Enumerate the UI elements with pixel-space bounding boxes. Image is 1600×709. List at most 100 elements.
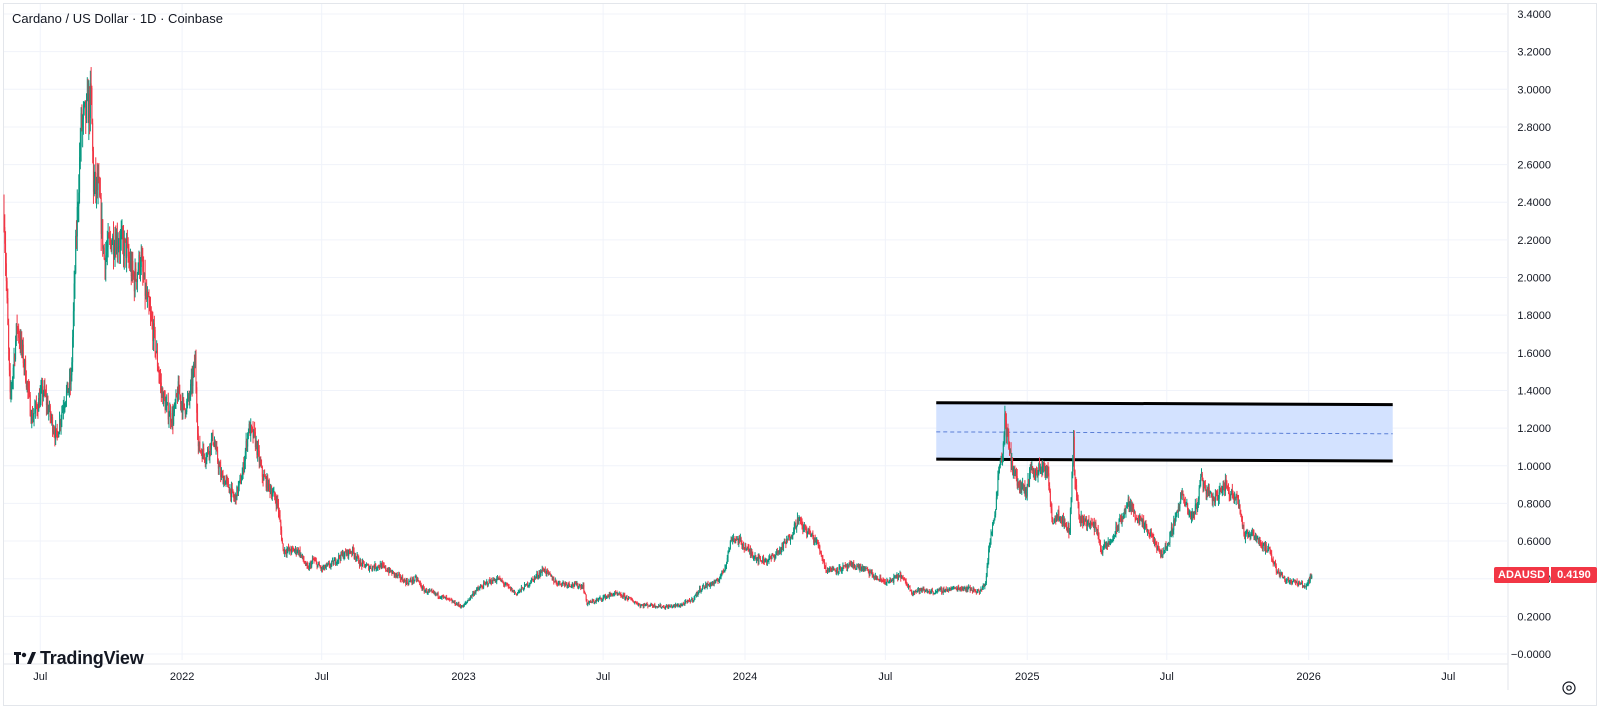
candle-body [65,390,67,402]
candle-body [855,568,857,570]
zone-bottom-line[interactable] [936,457,1393,463]
candle-body [267,477,269,490]
candle-body [739,538,741,540]
candle-body [661,607,663,609]
candle-body [985,576,987,584]
candle-body [302,555,304,560]
candle-body [35,402,37,409]
candle-body [567,585,569,587]
candle-body [1043,462,1045,467]
candle-body [589,600,591,603]
tradingview-logo[interactable]: TradingView [14,648,144,669]
candle-body [514,591,516,594]
candle-body [849,563,851,565]
candle-body [71,362,73,376]
candle-body [847,566,849,568]
candle-body [1059,518,1061,520]
candle-body [69,377,71,389]
candle-body [311,559,313,562]
candle-body [732,538,734,541]
candle-body [512,590,514,593]
candle-body [507,585,509,587]
candle-body [799,518,801,520]
candle-body [680,604,682,606]
candle-body [236,486,238,501]
candle-body [1285,580,1287,582]
candle-body [1224,479,1226,492]
candle-body [75,235,77,237]
candle-body [1110,540,1112,542]
gear-icon[interactable] [1561,680,1577,696]
candle-body [50,416,52,419]
candle-body [698,591,700,593]
resistance-zone[interactable] [936,402,1393,462]
candle-body [1292,580,1294,582]
candle-body [345,552,347,555]
candle-body [1272,560,1274,564]
candle-body [796,517,798,526]
candle-body [840,570,842,572]
candle-body [1010,450,1012,465]
candle-body [1002,443,1004,454]
candle-body [857,565,859,567]
candle-body [810,534,812,537]
x-tick-label: Jul [315,671,329,683]
candle-body [708,584,710,586]
candle-body [620,593,622,597]
candle-body [1187,503,1189,510]
candle-body [1193,511,1195,516]
candle-body [532,578,534,580]
candle-body [884,581,886,584]
candle-body [550,574,552,577]
candle-body [255,441,257,448]
candle-body [601,599,603,601]
candle-body [540,571,542,576]
candle-body [1169,532,1171,543]
candle-body [558,581,560,583]
candle-body [447,598,449,600]
candle-body [160,379,162,383]
candle-body [1294,579,1296,583]
zone-top-line[interactable] [936,401,1393,407]
candle-body [1108,541,1110,545]
candle-body [598,598,600,600]
candle-body [861,565,863,569]
candle-body [62,409,64,413]
candle-body [971,590,973,592]
candle-body [573,585,575,587]
candle-body [106,252,108,256]
candle-body [807,528,809,532]
x-tick-label: Jul [596,671,610,683]
candle-body [331,560,333,562]
candle-body [911,590,913,593]
candle-body [907,585,909,588]
candle-body [721,570,723,574]
candle-body [903,577,905,579]
candle-body [460,606,462,608]
candle-body [827,568,829,572]
candle-body [422,586,424,590]
candle-body [285,552,287,554]
candle-body [635,602,637,604]
candle-body [880,578,882,581]
candle-body [481,586,483,588]
candle-body [874,575,876,578]
candle-body [338,555,340,558]
candle-body [429,590,431,592]
candle-body [1123,515,1125,518]
candle-body [588,602,590,604]
candle-body [275,500,277,506]
candle-body [834,569,836,571]
candle-body [658,605,660,607]
candle-body [321,567,323,570]
candle-body [520,589,522,591]
candle-body [402,580,404,583]
candle-body [1291,581,1293,583]
x-tick-label: 2026 [1296,671,1320,683]
candle-body [984,585,986,587]
candle-body [227,480,229,488]
candle-body [11,378,13,386]
symbol-label: ADAUSD [1494,567,1550,584]
candle-body [1281,572,1283,575]
